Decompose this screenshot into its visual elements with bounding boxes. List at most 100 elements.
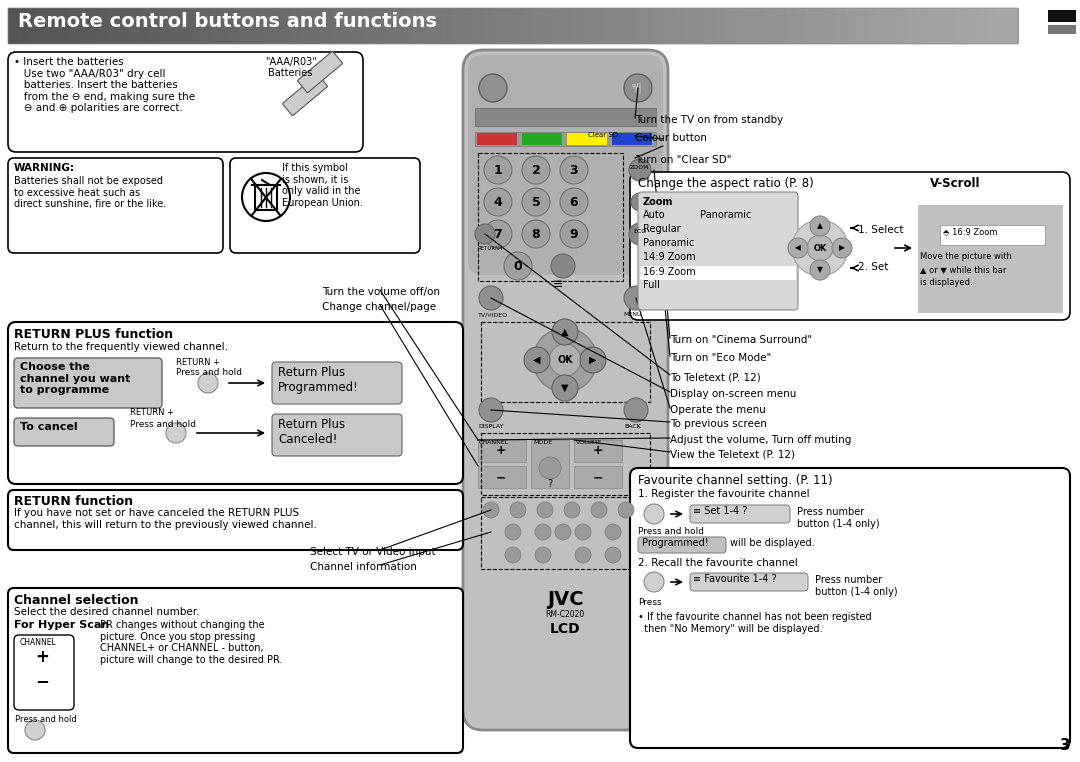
Circle shape	[535, 524, 551, 540]
Text: Change channel/page: Change channel/page	[322, 302, 436, 312]
Circle shape	[480, 286, 503, 310]
Text: Turn on "Cinema Surround": Turn on "Cinema Surround"	[670, 335, 812, 345]
Bar	[160, 8, 171, 44]
Bar	[79, 8, 90, 44]
Circle shape	[807, 235, 833, 261]
Circle shape	[551, 254, 575, 278]
FancyBboxPatch shape	[14, 418, 114, 446]
Circle shape	[624, 286, 648, 310]
Circle shape	[624, 74, 652, 102]
Bar	[475, 132, 656, 146]
Text: Press and hold: Press and hold	[15, 715, 77, 724]
Bar	[475, 108, 656, 126]
Text: Batteries shall not be exposed
to excessive heat such as
direct sunshine, fire o: Batteries shall not be exposed to excess…	[14, 176, 166, 210]
Text: Press number: Press number	[797, 507, 864, 517]
Text: Turn on "Clear SD": Turn on "Clear SD"	[635, 155, 731, 165]
Bar	[940, 225, 1045, 245]
Text: 5: 5	[531, 196, 540, 209]
Circle shape	[552, 319, 578, 345]
Text: Auto: Auto	[643, 210, 665, 220]
Bar	[896, 8, 908, 44]
FancyBboxPatch shape	[272, 362, 402, 404]
Circle shape	[539, 457, 561, 479]
Circle shape	[792, 220, 848, 276]
Text: V-Scroll: V-Scroll	[930, 177, 981, 190]
Bar	[69, 8, 80, 44]
Text: 16:9 Zoom: 16:9 Zoom	[643, 267, 696, 277]
Text: Return Plus
Programmed!: Return Plus Programmed!	[278, 366, 359, 394]
Text: For Hyper Scan: For Hyper Scan	[14, 620, 109, 630]
Text: −: −	[496, 472, 507, 485]
Bar	[240, 8, 252, 44]
Circle shape	[522, 156, 550, 184]
Bar	[372, 8, 382, 44]
Circle shape	[480, 74, 507, 102]
Bar	[453, 8, 463, 44]
Text: Favourite channel setting. (P. 11): Favourite channel setting. (P. 11)	[638, 474, 833, 487]
Text: Panoramic: Panoramic	[700, 210, 752, 220]
Bar	[8, 8, 19, 44]
Text: Adjust the volume, Turn off muting: Adjust the volume, Turn off muting	[670, 435, 851, 445]
Bar	[251, 8, 261, 44]
Circle shape	[810, 216, 831, 236]
Bar	[1008, 8, 1020, 44]
Bar	[583, 8, 595, 44]
Text: ▼: ▼	[818, 265, 823, 274]
Bar	[612, 133, 652, 145]
Text: Change the aspect ratio (P. 8): Change the aspect ratio (P. 8)	[638, 177, 813, 190]
Circle shape	[561, 156, 588, 184]
Circle shape	[510, 502, 526, 518]
Text: JVC: JVC	[546, 590, 583, 609]
Text: CHANNEL: CHANNEL	[21, 638, 57, 647]
Text: ◀: ◀	[534, 355, 541, 365]
Bar	[332, 8, 342, 44]
Bar	[190, 8, 201, 44]
Bar	[968, 8, 978, 44]
Text: Channel information: Channel information	[310, 562, 417, 572]
Text: ⬘ 16:9 Zoom: ⬘ 16:9 Zoom	[943, 227, 998, 236]
Text: RETURN PLUS function: RETURN PLUS function	[14, 328, 173, 341]
Bar	[816, 8, 827, 44]
FancyBboxPatch shape	[298, 52, 342, 92]
Bar	[170, 8, 180, 44]
Text: 8: 8	[531, 228, 540, 241]
Bar	[478, 466, 526, 488]
Circle shape	[484, 156, 512, 184]
Bar	[694, 8, 706, 44]
Circle shape	[198, 373, 218, 393]
Bar	[640, 266, 796, 280]
Bar	[291, 8, 302, 44]
Circle shape	[605, 524, 621, 540]
Text: button (1-4 only): button (1-4 only)	[815, 587, 897, 597]
Text: Turn on "Eco Mode": Turn on "Eco Mode"	[670, 353, 771, 363]
Bar	[49, 8, 59, 44]
Text: Move the picture with: Move the picture with	[920, 252, 1012, 261]
Bar	[531, 440, 569, 488]
Bar	[341, 8, 352, 44]
Bar	[1048, 25, 1076, 34]
Bar	[735, 8, 746, 44]
Text: Display on-screen menu: Display on-screen menu	[670, 389, 796, 399]
Circle shape	[535, 547, 551, 563]
Text: "AAA/R03": "AAA/R03"	[265, 57, 316, 67]
Bar	[432, 8, 443, 44]
Circle shape	[631, 193, 649, 211]
Circle shape	[522, 188, 550, 216]
Text: Press and hold: Press and hold	[176, 368, 242, 377]
Text: will be displayed.: will be displayed.	[730, 538, 814, 548]
Text: 1: 1	[494, 164, 502, 177]
Circle shape	[564, 502, 580, 518]
Bar	[543, 8, 554, 44]
Text: OK: OK	[557, 355, 572, 365]
Bar	[705, 8, 716, 44]
Text: Operate the menu: Operate the menu	[670, 405, 766, 415]
Text: button (1-4 only): button (1-4 only)	[797, 519, 879, 529]
Text: 6: 6	[569, 196, 578, 209]
Bar	[564, 8, 575, 44]
Text: 9: 9	[569, 228, 578, 241]
Bar	[220, 8, 231, 44]
Circle shape	[537, 502, 553, 518]
Text: CHANNEL: CHANNEL	[480, 440, 510, 445]
Bar	[392, 8, 403, 44]
Bar	[937, 8, 948, 44]
